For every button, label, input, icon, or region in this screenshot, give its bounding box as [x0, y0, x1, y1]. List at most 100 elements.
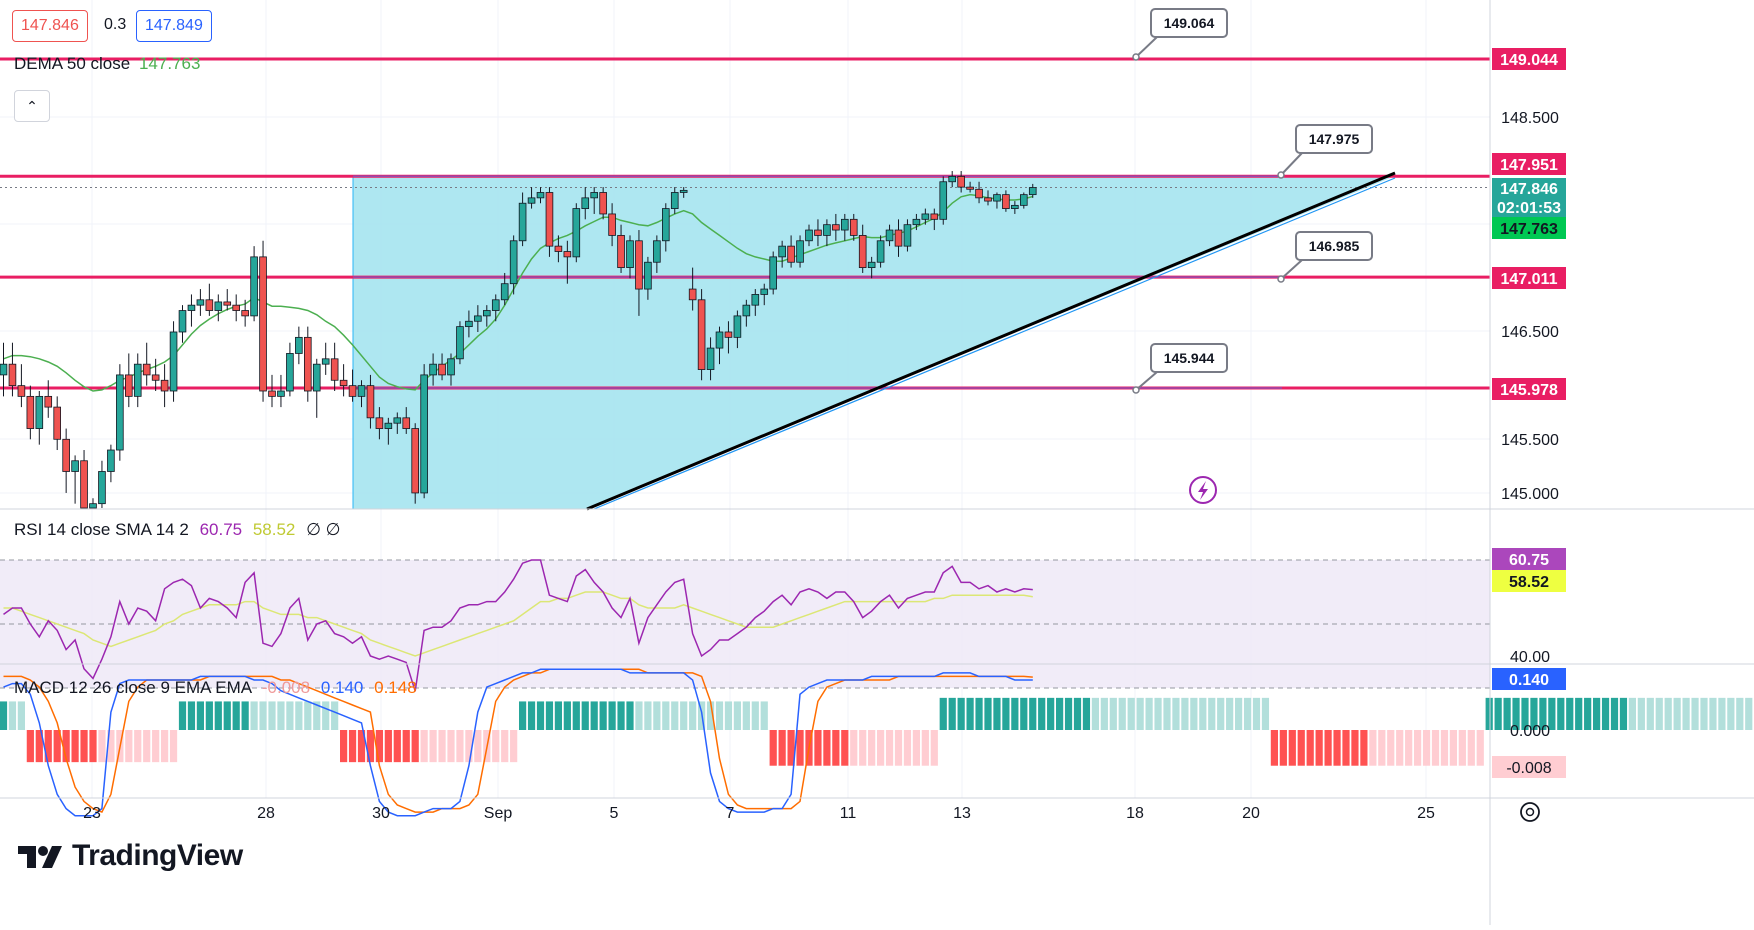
macd-hist-bar	[1127, 697, 1135, 730]
macd-hist-bar	[71, 730, 79, 763]
macd-hist-bar	[1512, 697, 1520, 730]
macd-hist-bar	[304, 701, 312, 730]
candle-body	[142, 363, 151, 376]
candle-body	[465, 320, 473, 328]
macd-hist-bar	[1530, 697, 1538, 730]
macd-hist-bar	[1029, 697, 1037, 730]
price-label-text: 147.951	[1500, 157, 1558, 174]
macd-hist-bar	[653, 701, 661, 730]
candle-body	[939, 181, 948, 220]
candle-body	[626, 240, 634, 269]
macd-hist-bar	[107, 730, 115, 763]
macd-hist-bar	[313, 701, 321, 730]
callout-text: 146.985	[1309, 238, 1360, 254]
rsi-label-text: 60.75	[1509, 552, 1549, 569]
misc-icons	[1189, 476, 1540, 822]
macd-hist-bar	[787, 730, 795, 766]
macd-hist-bar	[80, 730, 88, 763]
price-label-bg	[1492, 153, 1566, 175]
macd-hist-bar	[366, 730, 375, 763]
ask-price-box[interactable]: 147.849	[136, 10, 212, 42]
macd-hist-bar	[393, 730, 401, 763]
macd-hist-bar	[250, 701, 258, 730]
macd-hist-bar	[1011, 697, 1019, 730]
bid-price-box[interactable]: 147.846	[12, 10, 88, 42]
candle-body	[98, 471, 106, 505]
candle-body	[447, 358, 455, 376]
callout-anchor	[1132, 53, 1140, 61]
collapse-legend-button[interactable]: ⌃	[14, 90, 50, 122]
macd-hist-bar	[1243, 697, 1252, 730]
price-label-text: 145.978	[1500, 382, 1558, 399]
macd-hist-label-bg	[1492, 756, 1566, 778]
candle-body	[429, 363, 437, 376]
time-tick: 28	[257, 805, 275, 822]
macd-hist-bar	[214, 701, 222, 730]
candle-body	[0, 363, 8, 376]
macd-legend[interactable]: MACD 12 26 close 9 EMA EMA -0.008 0.140 …	[14, 678, 417, 698]
macd-hist-bar	[331, 701, 339, 730]
macd-hist-bar	[823, 730, 831, 766]
macd-hist-bar	[635, 701, 643, 730]
macd-hist-bar	[644, 701, 652, 730]
candle-body	[993, 194, 1001, 202]
callout-pointer	[1135, 36, 1158, 58]
candle-body	[849, 218, 858, 236]
macd-hist-bar	[420, 730, 428, 763]
dema-legend[interactable]: DEMA 50 close 147.763	[14, 54, 200, 74]
macd-hist-bar	[680, 701, 688, 730]
candle-body	[71, 460, 79, 472]
time-tick: 18	[1126, 805, 1144, 822]
candle-body	[286, 353, 294, 392]
candle-body	[778, 245, 786, 258]
candle-body	[921, 213, 930, 220]
time-tick: 23	[83, 805, 101, 822]
candle-body	[62, 438, 70, 472]
macd-hist-bar	[1575, 697, 1583, 730]
macd-hist-bar	[563, 701, 571, 730]
zone-diagonal-edge	[593, 177, 1396, 510]
candle-body	[205, 299, 214, 311]
candle-body	[35, 395, 44, 429]
candle-body	[1020, 194, 1028, 206]
candle-body	[259, 256, 267, 392]
candle-body	[644, 261, 652, 290]
macd-hist-bar	[930, 730, 938, 766]
macd-hist-bar	[1691, 697, 1699, 730]
candle-body	[330, 358, 339, 381]
candle-body	[930, 213, 939, 220]
macd-hist-bar	[62, 730, 70, 763]
rsi-legend[interactable]: RSI 14 close SMA 14 2 60.75 58.52 ∅ ∅	[14, 520, 340, 540]
trend-lines[interactable]	[586, 171, 1396, 511]
macd-hist-bar	[1494, 697, 1502, 730]
macd-hist-bar	[948, 697, 956, 730]
candle-body	[590, 192, 598, 199]
macd-hist-bar	[769, 730, 777, 766]
candle-body	[679, 189, 688, 193]
macd-hist-bar	[1270, 730, 1278, 766]
macd-hist-bar	[1485, 697, 1493, 730]
time-tick: 5	[610, 805, 619, 822]
candle-body	[1002, 194, 1010, 209]
settings-icon	[1520, 802, 1540, 822]
macd-hist-bar	[1548, 697, 1556, 730]
price-tick: 146.500	[1501, 324, 1559, 341]
macd-hist-bar	[706, 701, 715, 730]
candle-body	[214, 301, 223, 311]
horizontal-levels[interactable]	[0, 57, 1490, 390]
macd-hist-bar	[545, 701, 554, 730]
macd-legend-value: 0.140	[320, 678, 364, 697]
candle-body	[420, 374, 428, 494]
candle-body	[635, 240, 643, 290]
candle-body	[608, 213, 616, 236]
macd-hist-bar	[1288, 730, 1296, 766]
candle-body	[80, 460, 88, 509]
candle-body	[232, 304, 241, 311]
macd-hist-bar	[501, 730, 509, 763]
macd-hist-bar	[841, 730, 849, 766]
candle-body	[491, 299, 500, 311]
tradingview-logo[interactable]: TradingView	[16, 838, 243, 874]
macd-hist-bar	[26, 730, 34, 763]
candle-body	[957, 175, 965, 188]
